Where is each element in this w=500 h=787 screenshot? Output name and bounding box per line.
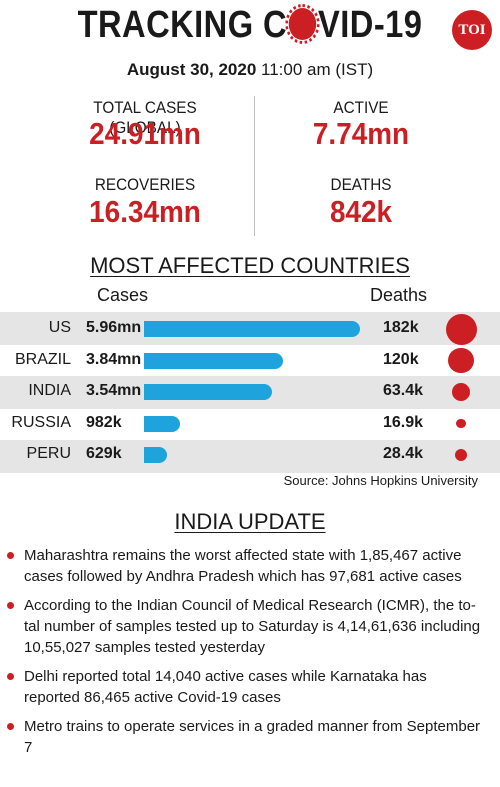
- country-label: RUSSIA: [11, 413, 71, 431]
- deaths-dot: [451, 382, 471, 402]
- cases-bar: [144, 415, 180, 432]
- cases-value-label: 982k: [86, 413, 122, 431]
- virus-icon: [285, 4, 320, 44]
- source-note: Source: Johns Hopkins University: [283, 473, 478, 488]
- country-label: INDIA: [28, 382, 71, 399]
- cases-bar: [144, 352, 284, 369]
- list-item: Maharashtra remains the worst affected s…: [7, 545, 486, 587]
- chart-title: MOST AFFECTED COUNTRIES: [90, 253, 410, 278]
- dateline: August 30, 2020 11:00 am (IST): [0, 60, 500, 80]
- list-item: According to the Indian Council of Medic…: [7, 595, 486, 658]
- time-text: 11:00 am (IST): [261, 60, 374, 79]
- cases-bar: [144, 321, 360, 337]
- list-item: Metro trains to operate services in a gr…: [7, 716, 486, 758]
- stat-value-recoveries: 16.34mn: [89, 194, 201, 229]
- stat-value-total-cases: 24.91mn: [89, 116, 201, 151]
- deaths-value-label: 120k: [383, 350, 419, 368]
- deaths-value-label: 28.4k: [383, 445, 424, 462]
- stat-label-active: ACTIVE: [333, 98, 389, 117]
- deaths-value-label: 16.9k: [383, 413, 424, 431]
- row-band: [0, 440, 500, 473]
- cases-value-label: 5.96mn: [86, 319, 142, 336]
- cases-bar: [144, 447, 167, 463]
- page-title: TRACKING C VID-19: [35, 4, 465, 47]
- stat-label-deaths: DEATHS: [330, 175, 392, 194]
- stats-divider: [254, 96, 255, 236]
- deaths-dot: [454, 448, 468, 462]
- title-part-2: VID-19: [318, 4, 423, 46]
- deaths-value-label: 63.4k: [383, 382, 424, 399]
- stat-label-recoveries: RECOVERIES: [94, 175, 196, 194]
- deaths-value-label: 182k: [383, 319, 419, 336]
- cases-bar: [144, 384, 273, 400]
- cases-value-label: 3.54mn: [86, 382, 142, 399]
- country-label: US: [48, 319, 71, 336]
- cases-header: Cases: [97, 285, 149, 305]
- cases-value-label: 3.84mn: [86, 350, 142, 368]
- deaths-dot: [456, 418, 466, 429]
- title-part-1: TRACKING C: [77, 4, 288, 46]
- list-item: Delhi reported total 14,040 active cases…: [7, 666, 486, 708]
- stat-value-active: 7.74mn: [312, 116, 410, 151]
- cases-value-label: 629k: [86, 445, 122, 462]
- stat-value-deaths: 842k: [329, 194, 393, 229]
- country-label: BRAZIL: [14, 350, 71, 368]
- toi-logo: TOI: [452, 10, 492, 50]
- date-text: August 30, 2020: [126, 60, 257, 79]
- deaths-header: Deaths: [370, 285, 428, 305]
- stat-label-total-cases: TOTAL CASES (GLOBAL): [93, 98, 197, 137]
- deaths-dot: [445, 313, 477, 345]
- deaths-dot: [448, 347, 474, 374]
- india-update-title: INDIA UPDATE: [174, 509, 326, 534]
- country-label: PERU: [26, 445, 71, 462]
- india-update-list: Maharashtra remains the worst affected s…: [7, 545, 486, 766]
